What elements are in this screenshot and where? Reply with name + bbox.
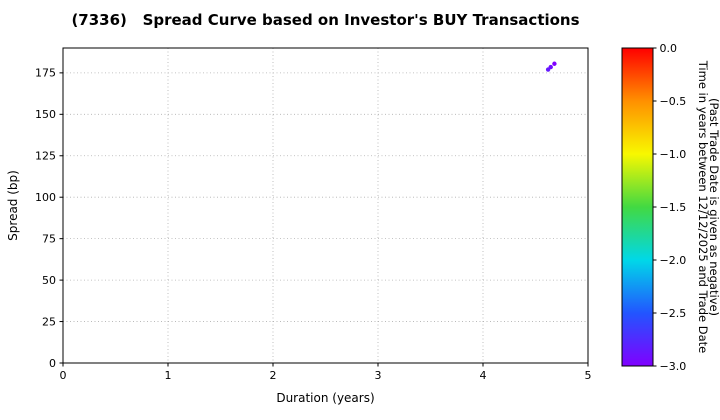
colorbar-tick-label: −2.0 xyxy=(660,254,687,267)
y-tick-label: 125 xyxy=(35,150,56,163)
chart-title: (7336) Spread Curve based on Investor's … xyxy=(71,11,580,29)
x-tick-label: 1 xyxy=(165,369,172,382)
scatter-point xyxy=(548,64,553,70)
colorbar-tick-label: −0.5 xyxy=(660,95,687,108)
x-tick-label: 3 xyxy=(375,369,382,382)
colorbar-tick-label: −2.5 xyxy=(660,307,687,320)
x-tick-label: 2 xyxy=(270,369,277,382)
colorbar-tick-label: −1.5 xyxy=(660,201,687,214)
y-tick-label: 0 xyxy=(49,357,56,370)
y-tick-label: 50 xyxy=(42,274,56,287)
y-tick-label: 100 xyxy=(35,191,56,204)
colorbar-tick-label: 0.0 xyxy=(660,42,678,55)
y-tick-label: 25 xyxy=(42,315,56,328)
scatter-point xyxy=(552,61,557,66)
colorbar xyxy=(622,48,653,366)
y-tick-label: 75 xyxy=(42,232,56,245)
y-tick-label: 150 xyxy=(35,108,56,121)
y-tick-label: 175 xyxy=(35,67,56,80)
plot-border xyxy=(62,47,589,364)
x-tick-label: 5 xyxy=(585,369,592,382)
colorbar-label-line1: Time in years between 12/12/2025 and Tra… xyxy=(696,60,710,353)
colorbar-tick-label: −1.0 xyxy=(660,148,687,161)
x-tick-label: 0 xyxy=(60,369,67,382)
y-axis-label: Spread (bp) xyxy=(6,170,20,241)
colorbar-tick-label: −3.0 xyxy=(660,360,687,373)
colorbar-label-line2: (Past Trade Date is given as negative) xyxy=(707,98,720,316)
x-axis-label: Duration (years) xyxy=(276,391,374,405)
x-tick-label: 4 xyxy=(480,369,487,382)
